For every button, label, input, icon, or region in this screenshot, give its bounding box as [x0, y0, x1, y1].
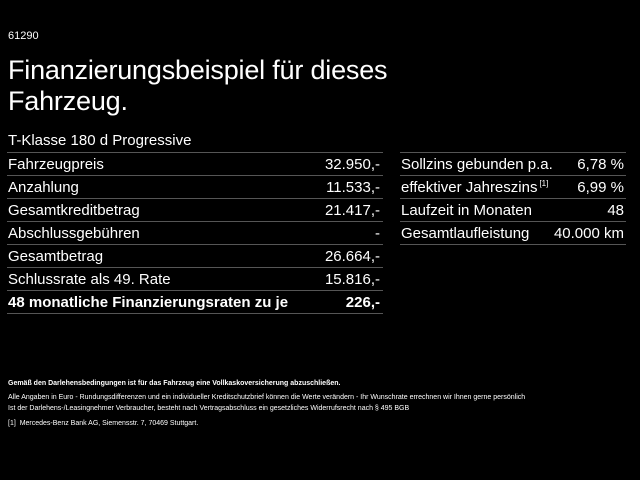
row-value: 6,78 % [577, 155, 624, 173]
row-value: 32.950,- [324, 155, 380, 173]
insurance-note: Gemäß den Darlehensbedingungen ist für d… [8, 380, 341, 387]
row-value: - [375, 224, 380, 242]
financing-table: Fahrzeugpreis 32.950,- Anzahlung 11.533,- … [7, 152, 383, 314]
footnote-ref: [1] [539, 178, 549, 188]
row-value: 11.533,- [326, 178, 380, 196]
table-row: Abschlussgebühren - [7, 222, 383, 245]
row-label: Gesamtbetrag [8, 247, 104, 265]
row-label: effektiver Jahreszins [401, 178, 538, 196]
row-value: 40.000 km [553, 224, 624, 242]
row-label: 48 monatliche Finanzierungsraten zu je [8, 293, 289, 311]
row-label: Laufzeit in Monaten [401, 201, 532, 219]
footnote: [1] Mercedes-Benz Bank AG, Siemensstr. 7… [8, 420, 198, 427]
footnote-text: Mercedes-Benz Bank AG, Siemensstr. 7, 70… [19, 420, 199, 427]
table-row: Anzahlung 11.533,- [7, 176, 383, 199]
row-label: Anzahlung [8, 178, 79, 196]
row-label: Abschlussgebühren [8, 224, 140, 242]
disclaimer-line: Ist der Darlehens-/Leasingnehmer Verbrau… [8, 405, 410, 412]
vehicle-model: T-Klasse 180 d Progressive [8, 132, 192, 149]
page-title: Finanzierungsbeispiel für dieses Fahrzeu… [8, 55, 388, 116]
row-value: 21.417,- [324, 201, 380, 219]
offer-code: 61290 [8, 30, 39, 42]
table-row: Sollzins gebunden p.a. 6,78 % [400, 153, 626, 176]
table-row: Fahrzeugpreis 32.950,- [7, 153, 383, 176]
row-label: Sollzins gebunden p.a. [401, 155, 553, 173]
row-label: Gesamtkreditbetrag [8, 201, 140, 219]
row-value: 6,99 % [577, 178, 624, 196]
row-value: 48 [607, 201, 624, 219]
terms-table: Sollzins gebunden p.a. 6,78 % effektiver … [400, 152, 626, 245]
row-value: 226,- [345, 293, 380, 311]
table-row: Schlussrate als 49. Rate 15.816,- [7, 268, 383, 291]
footnote-mark: [1] [8, 420, 16, 427]
row-value: 15.816,- [324, 270, 380, 288]
row-label: Fahrzeugpreis [8, 155, 104, 173]
row-label: Gesamtlaufleistung [401, 224, 530, 242]
disclaimer-line: Alle Angaben in Euro - Rundungsdifferenz… [8, 394, 526, 401]
row-label: Schlussrate als 49. Rate [8, 270, 171, 288]
table-row: Gesamtlaufleistung 40.000 km [400, 222, 626, 245]
table-row: Laufzeit in Monaten 48 [400, 199, 626, 222]
table-row: Gesamtkreditbetrag 21.417,- [7, 199, 383, 222]
table-row: effektiver Jahreszins [1] 6,99 % [400, 176, 626, 199]
monthly-rate-row: 48 monatliche Finanzierungsraten zu je 22… [7, 291, 383, 314]
row-value: 26.664,- [324, 247, 380, 265]
table-row: Gesamtbetrag 26.664,- [7, 245, 383, 268]
